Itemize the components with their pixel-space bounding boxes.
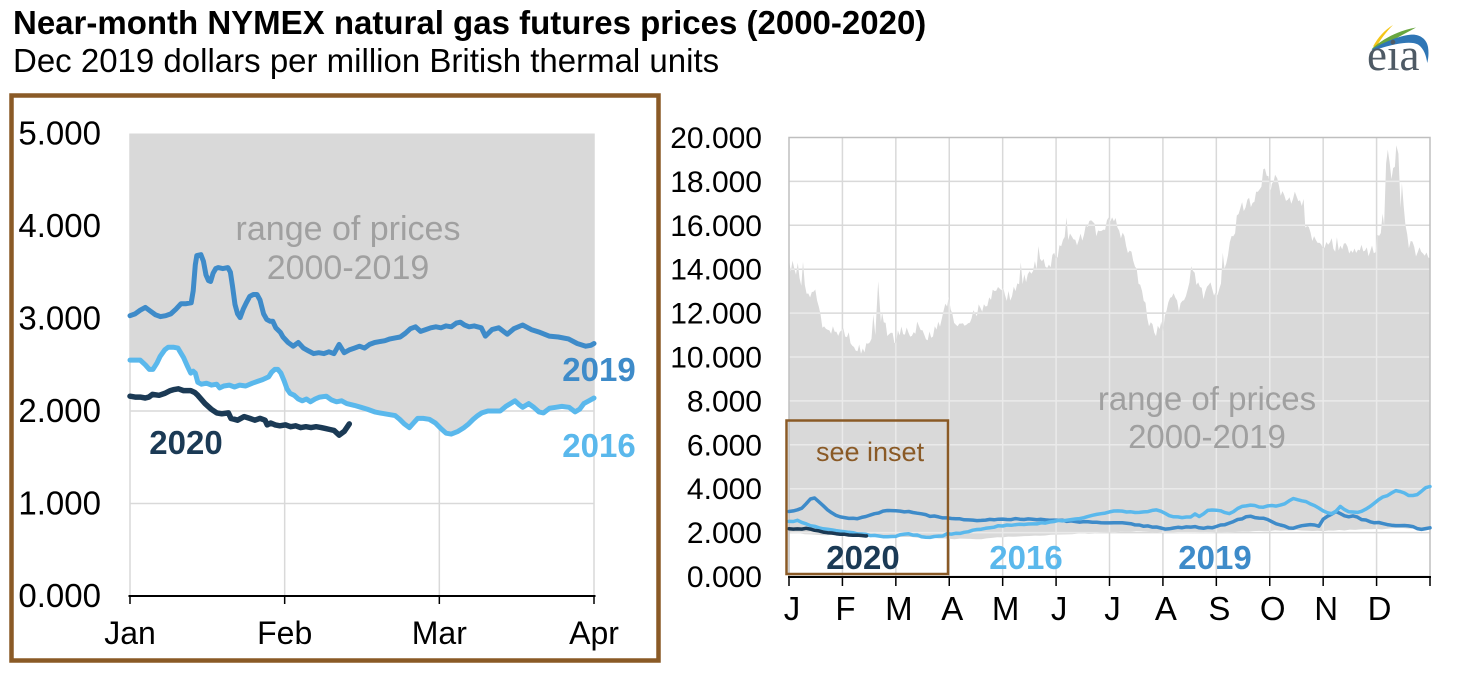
- svg-text:2016: 2016: [562, 427, 635, 464]
- svg-text:J: J: [1051, 590, 1068, 627]
- svg-text:D: D: [1368, 590, 1392, 627]
- svg-text:2019: 2019: [1178, 539, 1251, 576]
- svg-text:20.000: 20.000: [670, 122, 762, 155]
- svg-text:2020: 2020: [149, 424, 222, 461]
- svg-text:M: M: [992, 590, 1020, 627]
- svg-text:2000-2019: 2000-2019: [267, 249, 430, 287]
- svg-text:J: J: [1104, 590, 1121, 627]
- svg-text:2.000: 2.000: [687, 517, 762, 550]
- svg-text:4.000: 4.000: [687, 473, 762, 506]
- svg-text:1.000: 1.000: [18, 485, 101, 522]
- svg-text:Near-month NYMEX natural gas f: Near-month NYMEX natural gas futures pri…: [13, 4, 926, 41]
- svg-text:S: S: [1208, 590, 1230, 627]
- svg-text:2016: 2016: [989, 539, 1062, 576]
- svg-text:14.000: 14.000: [670, 254, 762, 287]
- svg-text:Dec 2019 dollars per million B: Dec 2019 dollars per million British the…: [13, 42, 719, 79]
- svg-text:A: A: [941, 590, 963, 627]
- svg-text:6.000: 6.000: [687, 429, 762, 462]
- svg-text:Mar: Mar: [412, 615, 467, 651]
- svg-text:12.000: 12.000: [670, 298, 762, 331]
- svg-text:F: F: [835, 590, 855, 627]
- svg-text:8.000: 8.000: [687, 385, 762, 418]
- svg-text:Jan: Jan: [104, 615, 156, 651]
- svg-text:Apr: Apr: [569, 615, 619, 651]
- svg-text:range of prices: range of prices: [1098, 380, 1316, 417]
- svg-text:see inset: see inset: [816, 437, 925, 467]
- svg-text:N: N: [1314, 590, 1338, 627]
- svg-text:5.000: 5.000: [18, 115, 101, 152]
- svg-text:2020: 2020: [826, 539, 899, 576]
- svg-text:eia: eia: [1367, 30, 1419, 80]
- svg-text:Feb: Feb: [257, 615, 312, 651]
- svg-text:2019: 2019: [562, 351, 635, 388]
- svg-text:4.000: 4.000: [18, 207, 101, 244]
- svg-text:A: A: [1155, 590, 1177, 627]
- svg-text:10.000: 10.000: [670, 342, 762, 375]
- svg-text:O: O: [1260, 590, 1286, 627]
- svg-text:0.000: 0.000: [18, 577, 101, 614]
- svg-text:2000-2019: 2000-2019: [1128, 418, 1286, 455]
- svg-text:3.000: 3.000: [18, 300, 101, 337]
- svg-text:M: M: [885, 590, 913, 627]
- svg-text:J: J: [784, 590, 801, 627]
- svg-text:2.000: 2.000: [18, 392, 101, 429]
- svg-text:16.000: 16.000: [670, 210, 762, 243]
- svg-text:0.000: 0.000: [687, 561, 762, 594]
- svg-text:18.000: 18.000: [670, 166, 762, 199]
- svg-text:range of prices: range of prices: [236, 210, 461, 248]
